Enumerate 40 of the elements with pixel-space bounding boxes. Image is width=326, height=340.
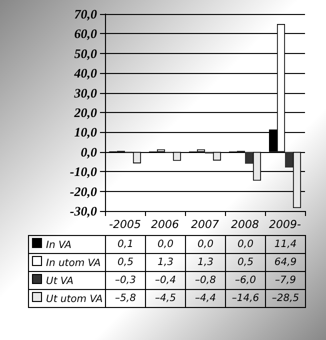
x-tick-label: 2008 [231,218,259,231]
data-label: –0,4 [146,272,186,290]
x-tick-label: 2006 [151,218,179,231]
data-label: –5,8 [106,290,146,308]
legend-label: In VA [28,236,106,254]
data-label: 11,4 [266,236,306,254]
data-label: –4,5 [146,290,186,308]
data-label: 0,5 [226,254,266,272]
data-label: –6,0 [226,272,266,290]
y-tick-label: 20,0 [73,105,98,120]
y-tick-label: 30,0 [73,85,98,100]
data-label: 64,9 [266,254,306,272]
data-label: –4,4 [186,290,226,308]
y-tick-label: -20,0 [70,184,98,199]
data-label: 1,3 [186,254,226,272]
legend-label: Ut utom VA [28,290,106,308]
data-label: 0,0 [186,236,226,254]
x-tick-label: 2007 [191,218,219,231]
x-tick-label: 2009- [269,218,302,231]
y-tick-label: -30,0 [70,204,98,218]
data-label: 0,0 [226,236,266,254]
legend-label: Ut VA [28,272,106,290]
y-tick-label: 50,0 [74,46,98,61]
legend-label: In utom VA [28,254,106,272]
y-tick-label: 10,0 [74,124,98,140]
data-label: –28,5 [266,290,306,308]
y-tick-label: 40,0 [73,66,98,81]
y-tick-label: -10,0 [70,164,98,180]
y-tick-label: 60,0 [74,26,98,42]
data-label: –0,8 [186,272,226,290]
data-label: 0,0 [146,236,186,254]
y-tick-label: 70,0 [74,6,98,22]
data-label: 1,3 [146,254,186,272]
data-label: –7,9 [266,272,306,290]
y-tick-label: 0,0 [80,144,98,160]
data-label: –14,6 [226,290,266,308]
data-label: –0,3 [106,272,146,290]
x-tick-label: -2005 [109,218,141,231]
data-label: 0,1 [106,236,146,254]
data-label: 0,5 [106,254,146,272]
